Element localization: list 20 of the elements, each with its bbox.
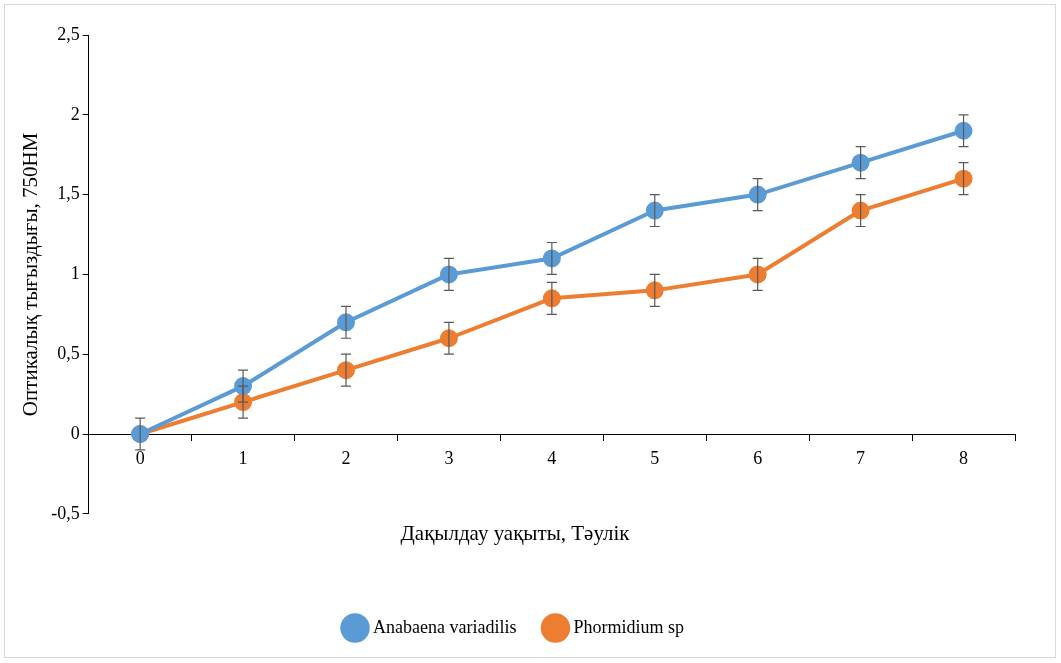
x-tick-label: 4 <box>547 447 557 468</box>
x-tick-label: 8 <box>959 447 969 468</box>
y-tick-label: 0 <box>70 422 80 443</box>
x-tick-label: 1 <box>238 447 248 468</box>
y-tick-label: 1 <box>70 263 80 284</box>
y-tick-label: -0,5 <box>51 502 80 523</box>
x-tick-label: 7 <box>856 447 866 468</box>
x-tick-label: 3 <box>444 447 454 468</box>
x-tick-label: 6 <box>753 447 763 468</box>
x-axis-title: Дақылдау уақыты, Тәулік <box>400 520 631 545</box>
x-tick-label: 5 <box>650 447 660 468</box>
x-tick-label: 2 <box>341 447 351 468</box>
y-axis-title: Оптикалық тығыздығы, 750НМ <box>18 132 43 417</box>
x-tick-label: 0 <box>135 447 145 468</box>
legend-label: Anabaena variadilis <box>373 616 517 637</box>
y-tick-label: 1,5 <box>57 183 80 204</box>
y-tick-label: 2 <box>70 103 80 124</box>
legend-label: Phormidium sp <box>573 616 684 637</box>
y-tick-label: 2,5 <box>57 23 80 44</box>
y-tick-label: 0,5 <box>57 342 80 363</box>
